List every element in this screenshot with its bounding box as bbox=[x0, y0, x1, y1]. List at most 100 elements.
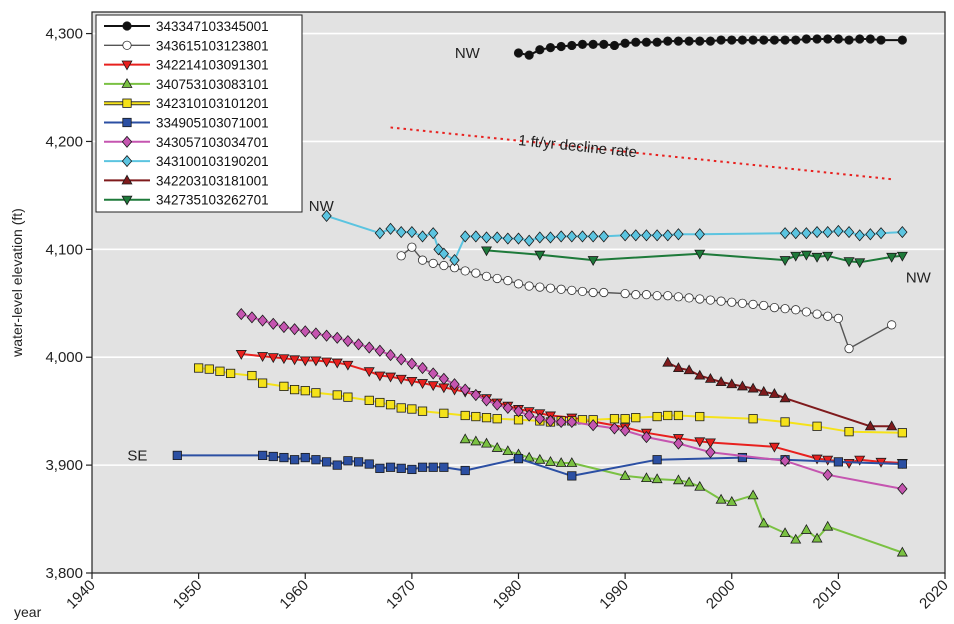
data-point-343615103123801-32 bbox=[748, 299, 758, 309]
series-334905103071001 bbox=[172, 450, 907, 481]
data-point-343057103034701-34 bbox=[619, 424, 631, 437]
series-343615103123801 bbox=[396, 242, 897, 354]
data-point-342214103091301-0 bbox=[235, 350, 247, 360]
data-point-343057103034701-23 bbox=[481, 394, 492, 407]
data-point-343100103190201-5 bbox=[417, 230, 428, 243]
data-point-343057103034701-16 bbox=[406, 357, 418, 370]
data-point-340753103083101-22 bbox=[790, 533, 802, 544]
data-point-340753103083101-20 bbox=[758, 517, 770, 528]
data-point-342203103181001-8 bbox=[747, 382, 759, 393]
data-point-342214103091301-6 bbox=[310, 356, 322, 367]
x-tick-label-1980: 1980 bbox=[490, 577, 526, 613]
data-point-343615103123801-19 bbox=[599, 287, 609, 298]
data-point-343347103345001-12 bbox=[641, 37, 652, 47]
data-point-342214103091301-9 bbox=[342, 360, 354, 371]
data-point-342214103091301-32 bbox=[694, 437, 706, 448]
data-point-343057103034701-19 bbox=[438, 372, 450, 385]
data-point-342203103181001-10 bbox=[768, 388, 780, 398]
data-point-343347103345001-35 bbox=[897, 35, 907, 45]
data-point-340753103083101-25 bbox=[822, 520, 834, 531]
data-point-343057103034701-30 bbox=[556, 415, 567, 429]
data-point-343615103123801-36 bbox=[791, 305, 801, 315]
data-point-343057103034701-5 bbox=[289, 323, 300, 336]
data-point-343615103123801-27 bbox=[695, 294, 705, 304]
data-point-342735103262701-3 bbox=[694, 249, 706, 260]
legend-label-342203103181001: 342203103181001 bbox=[156, 173, 269, 188]
data-point-342735103262701-11 bbox=[886, 252, 898, 263]
data-point-342203103181001-3 bbox=[694, 369, 706, 380]
data-point-343347103345001-20 bbox=[727, 35, 737, 45]
legend-label-343100103190201: 343100103190201 bbox=[156, 154, 269, 169]
data-point-343347103345001-34 bbox=[876, 35, 886, 45]
legend: 343347103345001 343615103123801 3422141030… bbox=[95, 14, 303, 213]
data-point-342310103101201-19 bbox=[460, 410, 470, 421]
data-point-343615103123801-13 bbox=[535, 282, 545, 292]
legend-label-343615103123801: 343615103123801 bbox=[156, 38, 269, 53]
data-point-343100103190201-18 bbox=[545, 231, 556, 244]
annotation-se-3: SE bbox=[127, 447, 147, 464]
data-point-342735103262701-9 bbox=[843, 257, 855, 268]
data-point-343347103345001-7 bbox=[588, 39, 598, 49]
data-point-334905103071001-6 bbox=[311, 455, 321, 465]
data-point-342214103091301-35 bbox=[811, 454, 823, 465]
legend-label-342214103091301: 342214103091301 bbox=[156, 58, 269, 73]
x-tick-label-2000: 2000 bbox=[703, 577, 739, 613]
data-point-334905103071001-9 bbox=[343, 456, 353, 466]
data-point-343100103190201-16 bbox=[524, 234, 535, 247]
legend-label-334905103071001: 334905103071001 bbox=[156, 116, 269, 131]
data-point-343100103190201-39 bbox=[865, 228, 876, 241]
series-342310103101201 bbox=[194, 363, 907, 438]
data-point-343100103190201-20 bbox=[566, 230, 577, 243]
data-point-343057103034701-40 bbox=[897, 482, 908, 495]
data-point-340753103083101-18 bbox=[726, 495, 738, 506]
data-point-342310103101201-41 bbox=[897, 428, 907, 438]
data-point-343347103345001-10 bbox=[620, 38, 630, 48]
data-point-343057103034701-14 bbox=[385, 348, 396, 362]
data-point-343347103345001-16 bbox=[684, 36, 694, 46]
data-point-342214103091301-34 bbox=[768, 442, 780, 453]
data-point-343347103345001-9 bbox=[609, 40, 620, 51]
data-point-343347103345001-29 bbox=[823, 34, 833, 44]
data-point-343615103123801-8 bbox=[481, 271, 492, 281]
data-point-342214103091301-8 bbox=[331, 358, 343, 369]
data-point-343100103190201-1 bbox=[374, 227, 386, 240]
data-point-343100103190201-2 bbox=[385, 222, 396, 235]
data-point-343615103123801-9 bbox=[492, 273, 502, 284]
data-point-343347103345001-19 bbox=[716, 35, 726, 45]
data-point-342203103181001-1 bbox=[672, 362, 684, 372]
data-point-342310103101201-8 bbox=[300, 386, 310, 396]
data-point-343347103345001-14 bbox=[663, 36, 673, 46]
data-point-343057103034701-39 bbox=[822, 468, 833, 481]
data-point-343057103034701-33 bbox=[609, 422, 620, 435]
y-axis: 3,800 3,900 4,000 4,100 4,200 4,300 bbox=[45, 26, 92, 582]
data-point-340753103083101-2 bbox=[480, 437, 493, 448]
data-point-342735103262701-5 bbox=[790, 251, 802, 262]
legend-label-343057103034701: 343057103034701 bbox=[156, 135, 269, 150]
data-point-343615103123801-14 bbox=[545, 283, 556, 293]
data-point-334905103071001-14 bbox=[396, 463, 406, 473]
data-point-343057103034701-2 bbox=[257, 314, 268, 327]
data-point-343615103123801-28 bbox=[705, 295, 716, 305]
data-point-343100103190201-31 bbox=[779, 227, 791, 240]
data-point-340753103083101-3 bbox=[491, 441, 503, 452]
data-point-343057103034701-35 bbox=[641, 430, 652, 444]
data-point-334905103071001-17 bbox=[428, 462, 438, 472]
data-point-343615103123801-25 bbox=[673, 292, 684, 302]
y-tick-label-4100: 4,100 bbox=[45, 241, 83, 258]
data-point-342214103091301-2 bbox=[267, 353, 279, 364]
data-point-342310103101201-39 bbox=[812, 421, 822, 431]
data-point-342310103101201-12 bbox=[364, 395, 374, 405]
data-point-342310103101201-2 bbox=[215, 366, 225, 376]
data-point-343347103345001-0 bbox=[513, 48, 524, 58]
x-tick-label-2010: 2010 bbox=[810, 577, 846, 613]
data-point-343347103345001-21 bbox=[737, 35, 748, 45]
data-point-334905103071001-12 bbox=[375, 463, 385, 473]
data-point-334905103071001-11 bbox=[364, 459, 374, 469]
data-point-343615103123801-6 bbox=[460, 266, 470, 276]
data-point-343057103034701-15 bbox=[396, 353, 407, 366]
data-point-343057103034701-37 bbox=[705, 446, 716, 459]
series-342203103181001 bbox=[662, 356, 898, 431]
data-point-343615103123801-22 bbox=[641, 290, 652, 300]
legend-marker-342214103091301 bbox=[121, 60, 133, 71]
legend-entry-342310103101201: 342310103101201 bbox=[104, 96, 269, 111]
